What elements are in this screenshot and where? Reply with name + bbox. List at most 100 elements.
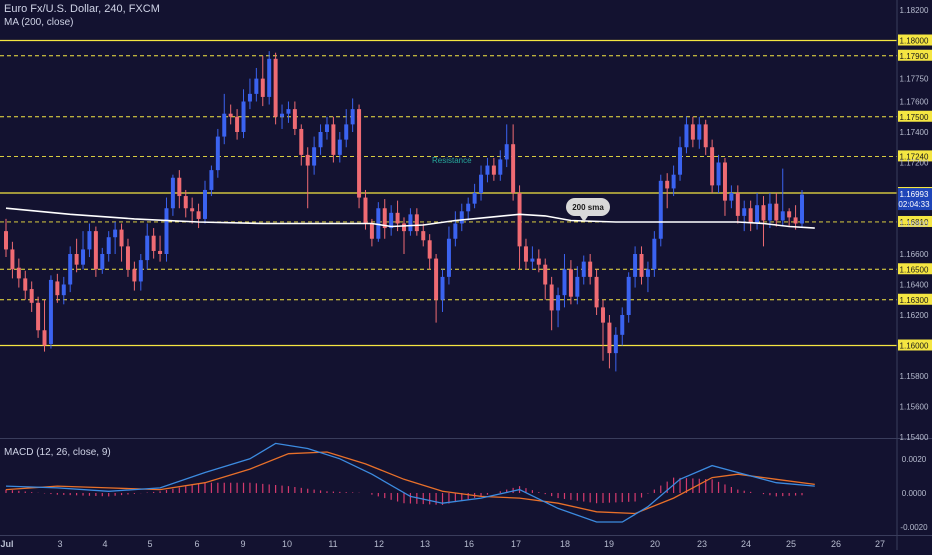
candle <box>61 284 66 296</box>
candle <box>511 144 516 193</box>
candle <box>652 238 657 270</box>
candle <box>164 208 169 254</box>
level-price-badge <box>898 150 932 162</box>
candle <box>645 269 650 277</box>
candle <box>376 208 381 239</box>
candle <box>312 147 317 166</box>
candle <box>138 260 143 282</box>
candle <box>305 154 310 166</box>
macd-label: MACD (12, 26, close, 9) <box>4 447 111 458</box>
candle <box>389 212 394 229</box>
price-tick-label: 1.17600 <box>900 98 929 107</box>
level-price-label: 1.17900 <box>900 52 929 61</box>
candle <box>87 231 92 250</box>
macd-tick-label: 0.0000 <box>902 489 927 498</box>
candle <box>260 78 265 97</box>
date-tick-label: 17 <box>511 539 521 549</box>
date-tick-label: 6 <box>194 539 199 549</box>
date-tick-label: 25 <box>786 539 796 549</box>
candle <box>716 162 721 186</box>
date-tick-label: 4 <box>102 539 107 549</box>
macd-line <box>5 442 815 523</box>
candle <box>504 144 509 160</box>
candle <box>742 208 747 216</box>
candle <box>678 147 683 175</box>
level-price-badge <box>898 293 932 305</box>
candle <box>594 276 599 308</box>
candle <box>556 295 561 311</box>
candle <box>81 249 86 265</box>
candle <box>536 258 541 265</box>
date-tick-label: 11 <box>328 539 337 549</box>
level-price-badge <box>898 110 932 122</box>
candle <box>151 235 156 251</box>
price-tick-label: 1.15400 <box>900 433 929 442</box>
candle <box>800 194 804 224</box>
candle <box>453 223 458 239</box>
candle <box>549 284 554 311</box>
indicator-label: MA (200, close) <box>4 17 73 28</box>
candle <box>106 237 111 254</box>
candle <box>93 231 98 270</box>
level-price-label: 1.16000 <box>900 342 929 351</box>
date-tick-label: 5 <box>147 539 152 549</box>
candle <box>241 101 246 132</box>
candle <box>10 249 15 270</box>
date-tick-label: 13 <box>420 539 430 549</box>
macd-tick-label: 0.0020 <box>902 455 927 464</box>
candle <box>761 205 766 221</box>
candle <box>774 203 779 221</box>
candle <box>466 203 471 212</box>
resistance-label: Resistance <box>432 156 472 165</box>
last-price-label: 1.16993 <box>900 190 929 199</box>
candle <box>575 276 580 297</box>
macd-layer <box>5 442 815 523</box>
candle <box>767 203 772 221</box>
candle <box>639 254 644 277</box>
candle <box>119 229 124 247</box>
candle <box>170 177 175 209</box>
candle <box>671 174 676 189</box>
candle <box>145 235 150 261</box>
candle <box>690 124 695 140</box>
price-tick-label: 1.16400 <box>900 281 929 290</box>
sma-callout-pointer <box>580 216 588 222</box>
candle <box>479 174 484 193</box>
candle <box>665 180 670 189</box>
candle <box>793 217 798 224</box>
candle <box>68 254 73 285</box>
candle <box>42 330 47 346</box>
candle <box>601 307 605 323</box>
candle <box>562 269 567 296</box>
candle <box>703 124 708 148</box>
candle <box>74 254 79 265</box>
candle <box>697 124 702 140</box>
candle <box>4 231 8 250</box>
candle <box>113 229 118 238</box>
level-price-label: 1.16810 <box>900 218 929 227</box>
candle <box>434 258 439 300</box>
candles <box>4 51 804 372</box>
candle <box>209 170 214 190</box>
candle <box>588 261 593 277</box>
price-tick-label: 1.17400 <box>900 128 929 137</box>
candle <box>292 109 297 129</box>
candle <box>357 109 362 198</box>
candle <box>331 124 336 155</box>
date-tick-label: 18 <box>560 539 570 549</box>
date-tick-label: 19 <box>604 539 614 549</box>
level-price-label: 1.17500 <box>900 113 929 122</box>
candle <box>581 261 586 277</box>
candle <box>485 165 490 175</box>
date-tick-label: 23 <box>697 539 707 549</box>
level-price-badge <box>898 339 932 351</box>
candle <box>254 78 259 94</box>
price-tick-label: 1.15600 <box>900 403 929 412</box>
level-price-label: 1.18000 <box>900 37 929 46</box>
sma-callout-bubble <box>566 198 610 216</box>
candle <box>523 246 528 262</box>
